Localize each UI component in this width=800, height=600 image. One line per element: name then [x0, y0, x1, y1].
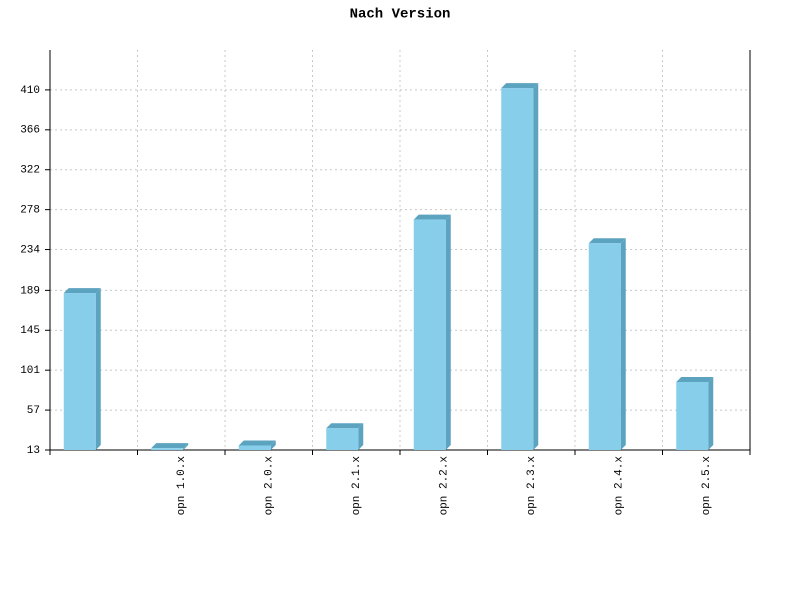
bar-top	[501, 83, 539, 89]
y-tick-label: 57	[27, 405, 40, 417]
y-tick-label: 322	[20, 165, 40, 177]
x-tick-label: opn 2.2.x	[439, 456, 451, 516]
x-tick-label: opn 2.4.x	[614, 456, 626, 516]
x-tick-label: opn 2.0.x	[264, 456, 276, 516]
bar	[63, 293, 96, 450]
y-tick-label: 189	[20, 285, 40, 297]
y-tick-label: 234	[20, 244, 40, 256]
bar	[238, 445, 271, 450]
bar	[413, 219, 446, 450]
bar-side	[445, 214, 451, 450]
bar-top	[676, 376, 714, 382]
bar-top	[326, 423, 364, 429]
x-tick-label: opn 2.3.x	[526, 456, 538, 516]
bar	[326, 428, 359, 450]
y-tick-label: 145	[20, 325, 40, 337]
bar-side	[270, 440, 276, 450]
bar	[151, 448, 184, 450]
bar	[501, 88, 534, 450]
x-tick-label: opn 2.1.x	[351, 456, 363, 516]
bar-side	[533, 83, 539, 450]
bar-top	[238, 440, 276, 446]
bar	[676, 381, 709, 450]
bar-top	[151, 443, 189, 449]
y-tick-label: 13	[27, 445, 40, 457]
x-tick-label: opn 2.5.x	[701, 456, 713, 516]
bar-side	[708, 376, 714, 450]
bar-top	[63, 288, 101, 294]
bar-side	[620, 238, 626, 450]
bar-side	[95, 288, 101, 450]
bar-top	[588, 238, 626, 244]
bar-top	[413, 214, 451, 220]
y-tick-label: 366	[20, 125, 40, 137]
y-tick-label: 278	[20, 205, 40, 217]
y-tick-label: 410	[20, 85, 40, 97]
bar	[588, 243, 621, 450]
bar-side	[183, 443, 189, 450]
bar-side	[358, 423, 364, 450]
y-tick-label: 101	[20, 365, 40, 377]
x-tick-label: opn 1.0.x	[176, 456, 188, 516]
chart-title: Nach Version	[350, 7, 451, 23]
